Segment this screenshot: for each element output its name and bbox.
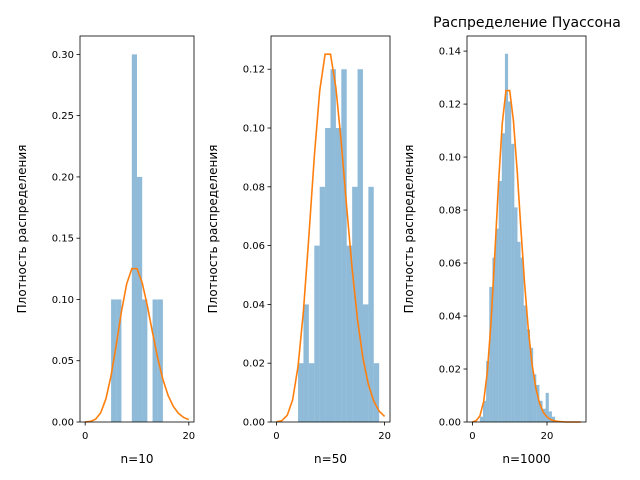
subplot-2: 0.00 0.02 0.04 0.06 0.08 0.10 0.12 0 20 n=50 Плотн… xyxy=(206,35,391,466)
hist-bar xyxy=(341,69,347,423)
hist-bar xyxy=(325,128,331,422)
histogram xyxy=(111,54,163,422)
x-tick-label: 20 xyxy=(378,431,391,442)
hist-bar xyxy=(508,101,512,423)
hist-bar xyxy=(357,69,363,423)
hist-bar xyxy=(142,299,148,422)
pmf-line xyxy=(276,53,386,423)
y-tick-label: 0.06 xyxy=(439,259,461,270)
hist-bar xyxy=(526,329,531,422)
y-tick-label: 0.04 xyxy=(439,312,461,323)
hist-bar xyxy=(308,363,315,422)
axes-frame xyxy=(466,35,587,423)
y-tick-label: 0.05 xyxy=(52,356,74,367)
hist-bar xyxy=(504,53,509,422)
y-tick-label: 0.14 xyxy=(439,47,461,58)
hist-bar xyxy=(373,363,380,422)
y-axis-label: Плотность распределения xyxy=(206,145,220,314)
hist-bar xyxy=(319,186,326,422)
hist-bar xyxy=(498,180,502,422)
histogram xyxy=(298,69,380,423)
hist-bar xyxy=(298,363,304,422)
hist-bar xyxy=(303,304,309,422)
hist-bar xyxy=(514,207,518,422)
histogram xyxy=(479,53,556,423)
hist-bar xyxy=(517,241,521,422)
hist-bar xyxy=(352,186,358,422)
hist-bar xyxy=(501,133,505,422)
axes-frame xyxy=(79,35,195,423)
hist-bar xyxy=(362,304,369,422)
y-tick-label: 0.00 xyxy=(439,418,461,429)
subplot-grid: 0.00 0.05 0.10 0.15 0.20 0.25 0.30 0 20 n=10 Плотн… xyxy=(15,35,587,466)
y-axis-label: Плотность распределения xyxy=(15,145,29,314)
x-tick-label: 20 xyxy=(182,431,195,442)
subplot-1: 0.00 0.05 0.10 0.15 0.20 0.25 0.30 0 20 n=10 Плотн… xyxy=(15,35,195,466)
hist-bar xyxy=(137,176,143,422)
hist-bar xyxy=(483,400,487,422)
hist-bar xyxy=(368,186,374,422)
y-tick-label: 0.06 xyxy=(243,241,265,252)
y-tick-label: 0.12 xyxy=(439,100,461,111)
axes-frame xyxy=(270,35,391,423)
hist-bar xyxy=(157,299,163,422)
hist-bar xyxy=(486,361,490,422)
y-tick-label: 0.02 xyxy=(243,359,265,370)
pmf-line xyxy=(85,267,190,423)
hist-bar xyxy=(523,305,527,422)
x-axis-label: n=1000 xyxy=(502,452,550,466)
x-tick-label: 20 xyxy=(541,431,554,442)
y-tick-label: 0.12 xyxy=(243,65,265,76)
hist-bar xyxy=(548,411,552,422)
hist-bar xyxy=(131,54,137,422)
hist-bar xyxy=(511,143,515,422)
y-tick-label: 0.08 xyxy=(243,182,265,193)
hist-bar xyxy=(330,69,336,423)
y-axis-label: Плотность распределения xyxy=(402,145,416,314)
y-tick-label: 0.15 xyxy=(52,234,74,245)
hist-bar xyxy=(533,374,537,422)
y-tick-label: 0.02 xyxy=(439,365,461,376)
y-tick-label: 0.04 xyxy=(243,300,265,311)
hist-bar xyxy=(116,299,122,422)
y-tick-label: 0.00 xyxy=(243,418,265,429)
hist-bar xyxy=(530,347,534,422)
y-tick-label: 0.10 xyxy=(52,295,74,306)
y-tick-label: 0.20 xyxy=(52,172,74,183)
hist-bar xyxy=(489,286,493,422)
subplot-3: 0.00 0.02 0.04 0.06 0.08 0.10 0.12 0.14 0 20 n=100… xyxy=(402,35,587,466)
hist-bar xyxy=(314,245,320,422)
hist-bar xyxy=(551,416,556,422)
x-axis-label: n=50 xyxy=(314,452,347,466)
hist-bar xyxy=(479,416,484,422)
y-tick-label: 0.08 xyxy=(439,206,461,217)
hist-bar xyxy=(346,245,353,422)
hist-bar xyxy=(152,299,158,422)
hist-bar xyxy=(335,128,342,422)
hist-bar xyxy=(542,408,546,422)
x-tick-label: 0 xyxy=(82,431,88,442)
hist-bar xyxy=(495,228,499,422)
x-tick-label: 0 xyxy=(469,431,475,442)
y-tick-label: 0.10 xyxy=(243,124,265,135)
hist-bar xyxy=(520,257,524,422)
x-axis-label: n=10 xyxy=(121,452,154,466)
y-tick-label: 0.00 xyxy=(52,418,74,429)
y-tick-label: 0.30 xyxy=(52,50,74,61)
figure-title: Распределение Пуассона xyxy=(433,15,621,31)
hist-bar xyxy=(492,257,496,422)
y-tick-label: 0.10 xyxy=(439,153,461,164)
hist-bar xyxy=(539,400,543,422)
y-tick-label: 0.25 xyxy=(52,111,74,122)
hist-bar xyxy=(536,384,540,422)
x-tick-label: 0 xyxy=(273,431,279,442)
hist-bar xyxy=(545,392,549,422)
